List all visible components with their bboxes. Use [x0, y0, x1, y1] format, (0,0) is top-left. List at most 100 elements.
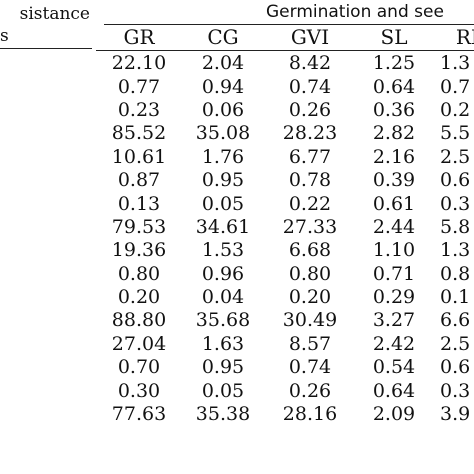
table-cell: 22.10 — [111, 52, 167, 75]
table-cell: 0.8 — [440, 262, 471, 285]
table-cell: 27.04 — [111, 332, 167, 355]
table-cell: 2.5 — [440, 332, 471, 355]
table-cell: 0.94 — [201, 75, 245, 98]
table-row: 79.53 34.61 27.33 2.44 5.8 — [96, 216, 474, 239]
table-cell: 1.63 — [201, 332, 245, 355]
table-cell: 0.61 — [372, 192, 416, 215]
table-cell: 3.27 — [372, 309, 416, 332]
table-cell: 6.68 — [288, 239, 332, 262]
table-cell: 30.49 — [282, 309, 338, 332]
table-cell: 0.74 — [288, 75, 332, 98]
row-header-title-line2: s — [0, 26, 9, 46]
column-header-gvi: GVI — [290, 25, 330, 49]
table-body: 22.10 2.04 8.42 1.25 1.3 0.77 0.94 0.74 0.64 0.7 0… — [96, 52, 474, 426]
column-headers: GR CG GVI SL RL — [96, 25, 474, 49]
table-row: 27.04 1.63 8.57 2.42 2.5 — [96, 333, 474, 356]
table-cell: 0.04 — [201, 286, 245, 309]
table-cell: 0.6 — [440, 356, 471, 379]
table-row: 77.63 35.38 28.16 2.09 3.9 — [96, 403, 474, 426]
divider — [0, 48, 92, 49]
table-row: 0.87 0.95 0.78 0.39 0.6 — [96, 169, 474, 192]
table-cell: 0.36 — [372, 98, 416, 121]
table-cell: 28.23 — [282, 122, 338, 145]
table-row: 0.70 0.95 0.74 0.54 0.6 — [96, 356, 474, 379]
table-row: 0.77 0.94 0.74 0.64 0.7 — [96, 75, 474, 98]
table-cell: 0.78 — [288, 169, 332, 192]
table-cell: 79.53 — [111, 215, 167, 238]
table-cell: 0.06 — [201, 98, 245, 121]
table-cell: 0.6 — [440, 169, 471, 192]
table-cell: 2.16 — [372, 145, 416, 168]
table-cell: 6.77 — [288, 145, 332, 168]
table-cell: 0.80 — [117, 262, 161, 285]
table-cell: 0.64 — [372, 379, 416, 402]
table-cell: 34.61 — [195, 215, 251, 238]
table-cell: 35.38 — [195, 403, 251, 426]
table-row: 0.30 0.05 0.26 0.64 0.3 — [96, 379, 474, 402]
table-cell: 1.10 — [372, 239, 416, 262]
table-row: 10.61 1.76 6.77 2.16 2.5 — [96, 146, 474, 169]
table-cell: 0.2 — [440, 98, 471, 121]
table-cell: 88.80 — [111, 309, 167, 332]
column-header-gr: GR — [123, 25, 155, 49]
table-cell: 0.29 — [372, 286, 416, 309]
table-cell: 0.23 — [117, 98, 161, 121]
table-cell: 1.25 — [372, 52, 416, 75]
table-cell: 2.09 — [372, 403, 416, 426]
table-cell: 1.76 — [201, 145, 245, 168]
table-cell: 2.04 — [201, 52, 245, 75]
table-cell: 8.42 — [288, 52, 332, 75]
table-cell: 1.3 — [440, 239, 471, 262]
table-cell: 5.5 — [440, 122, 471, 145]
table-row: 22.10 2.04 8.42 1.25 1.3 — [96, 52, 474, 75]
table-row: 19.36 1.53 6.68 1.10 1.3 — [96, 239, 474, 262]
table-cell: 6.6 — [440, 309, 471, 332]
table-cell: 0.05 — [201, 192, 245, 215]
table-row: 0.23 0.06 0.26 0.36 0.2 — [96, 99, 474, 122]
table-cell: 1.3 — [440, 52, 471, 75]
table-cell: 0.74 — [288, 356, 332, 379]
table-cell: 35.08 — [195, 122, 251, 145]
divider — [104, 24, 474, 25]
table-cell: 35.68 — [195, 309, 251, 332]
table-row: 88.80 35.68 30.49 3.27 6.6 — [96, 309, 474, 332]
table-row: 85.52 35.08 28.23 2.82 5.5 — [96, 122, 474, 145]
table-cell: 0.64 — [372, 75, 416, 98]
table-cell: 0.22 — [288, 192, 332, 215]
table-cell: 0.7 — [440, 75, 471, 98]
table-cell: 0.13 — [117, 192, 161, 215]
table-cell: 77.63 — [111, 403, 167, 426]
table-cell: 0.96 — [201, 262, 245, 285]
table-cell: 0.3 — [440, 192, 471, 215]
column-header-rl: RL — [455, 25, 474, 49]
column-group-title: Germination and see — [266, 2, 444, 22]
table-cell: 8.57 — [288, 332, 332, 355]
table-cell: 0.20 — [117, 286, 161, 309]
table-cell: 10.61 — [111, 145, 167, 168]
table-cell: 0.05 — [201, 379, 245, 402]
table-cell: 0.20 — [288, 286, 332, 309]
divider — [96, 50, 474, 51]
table-cell: 3.9 — [440, 403, 471, 426]
row-header-title-line1: sistance — [19, 4, 90, 24]
table-cell: 0.39 — [372, 169, 416, 192]
table-row: 0.13 0.05 0.22 0.61 0.3 — [96, 192, 474, 215]
table-cell: 0.77 — [117, 75, 161, 98]
table-cell: 2.82 — [372, 122, 416, 145]
table-cell: 0.30 — [117, 379, 161, 402]
table-cell: 0.71 — [372, 262, 416, 285]
table-row: 0.20 0.04 0.20 0.29 0.1 — [96, 286, 474, 309]
table-cell: 85.52 — [111, 122, 167, 145]
table-cell: 19.36 — [111, 239, 167, 262]
table-cell: 5.8 — [440, 215, 471, 238]
table-cell: 0.70 — [117, 356, 161, 379]
table-cell: 0.80 — [288, 262, 332, 285]
table-cell: 0.87 — [117, 169, 161, 192]
table-cell: 2.5 — [440, 145, 471, 168]
table-cell: 0.95 — [201, 169, 245, 192]
table-cell: 1.53 — [201, 239, 245, 262]
table-cell: 0.54 — [372, 356, 416, 379]
table-cell: 0.3 — [440, 379, 471, 402]
table-cell: 0.95 — [201, 356, 245, 379]
